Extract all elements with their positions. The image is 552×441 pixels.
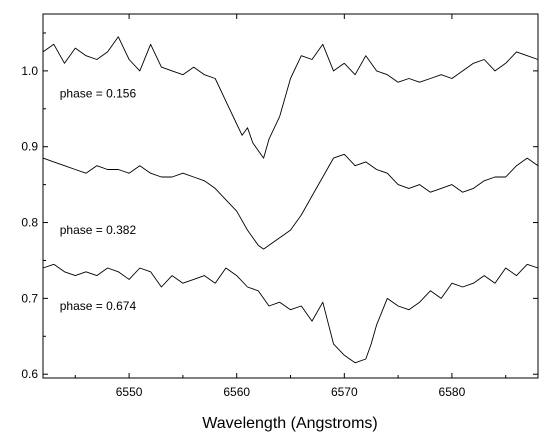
series-label-2: phase = 0.382 bbox=[60, 223, 137, 237]
spectrum-line-3 bbox=[42, 263, 539, 364]
x-tick-label: 6550 bbox=[116, 385, 143, 399]
x-tick-label: 6580 bbox=[439, 385, 466, 399]
spectrum-line-1 bbox=[42, 36, 539, 159]
y-tick-label: 1.0 bbox=[21, 64, 38, 78]
plot-frame bbox=[42, 13, 539, 379]
x-axis: 6550 6560 6570 6580 bbox=[74, 14, 507, 399]
series-label-3: phase = 0.674 bbox=[60, 299, 137, 313]
y-tick-label: 0.8 bbox=[21, 216, 38, 230]
x-tick-label: 6560 bbox=[223, 385, 250, 399]
y-axis: 0.6 0.7 0.8 0.9 1.0 bbox=[21, 32, 538, 381]
series-group: phase = 0.156 phase = 0.382 phase = 0.674 bbox=[42, 36, 539, 364]
y-tick-label: 0.6 bbox=[21, 367, 38, 381]
x-tick-label: 6570 bbox=[331, 385, 358, 399]
y-tick-label: 0.9 bbox=[21, 140, 38, 154]
series-label-1: phase = 0.156 bbox=[60, 87, 137, 101]
y-tick-label: 0.7 bbox=[21, 291, 38, 305]
spectrum-line-2 bbox=[42, 153, 539, 250]
x-axis-title: Wavelength (Angstroms) bbox=[202, 415, 377, 432]
